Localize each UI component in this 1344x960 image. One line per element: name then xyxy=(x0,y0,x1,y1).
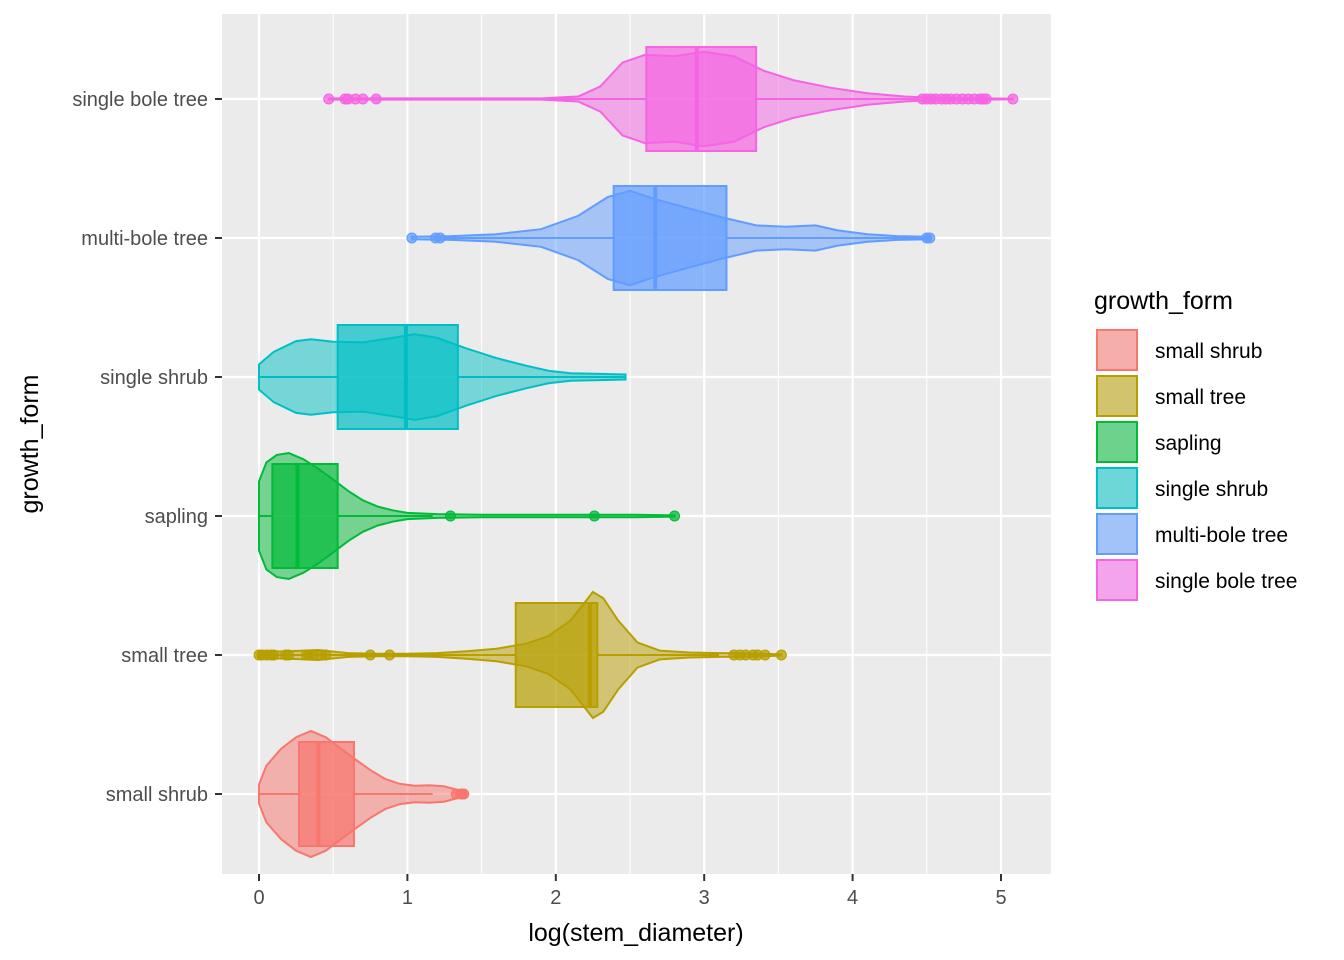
box-single-shrub xyxy=(336,324,459,430)
outlier-point-small-tree xyxy=(320,649,332,661)
outlier-point-multi-bole-tree xyxy=(924,232,936,244)
box-small-tree xyxy=(514,602,599,708)
y-tick-label: small tree xyxy=(121,645,208,667)
outlier-point-small-shrub xyxy=(458,788,470,800)
y-tick-label: multi-bole tree xyxy=(81,228,208,250)
outlier-points xyxy=(253,93,1019,800)
x-tick-label: 4 xyxy=(847,887,858,909)
outlier-point-single-bole-tree xyxy=(1007,93,1019,105)
x-axis: 0 1 2 3 4 5 xyxy=(253,874,1007,909)
outlier-point-small-tree xyxy=(283,649,295,661)
legend: growth_form small shrub small tree sapling… xyxy=(1094,287,1297,601)
legend-key xyxy=(1096,329,1138,371)
legend-label: small tree xyxy=(1155,386,1246,409)
plot-panel xyxy=(222,14,1051,874)
box-sapling xyxy=(271,463,339,569)
box-small-shrub xyxy=(298,741,355,847)
legend-label: sapling xyxy=(1155,432,1222,455)
x-tick-label: 5 xyxy=(995,887,1006,909)
outlier-point-small-tree xyxy=(364,649,376,661)
outlier-point-single-bole-tree xyxy=(323,93,335,105)
outlier-point-single-bole-tree xyxy=(357,93,369,105)
outlier-point-multi-bole-tree xyxy=(434,232,446,244)
legend-key xyxy=(1096,467,1138,509)
y-axis: small shrub small tree sapling single shrub… xyxy=(72,89,222,806)
y-tick-label: single shrub xyxy=(100,367,208,389)
boxplots xyxy=(259,46,927,847)
x-axis-title: log(stem_diameter) xyxy=(528,919,743,947)
x-tick-label: 0 xyxy=(253,887,264,909)
box-single-bole-tree xyxy=(645,46,758,152)
outlier-point-small-tree xyxy=(268,649,280,661)
legend-label: single shrub xyxy=(1155,478,1268,501)
outlier-point-sapling xyxy=(588,510,600,522)
y-tick-label: small shrub xyxy=(106,784,208,806)
y-tick-label: sapling xyxy=(145,506,208,528)
outlier-point-single-bole-tree xyxy=(370,93,382,105)
outlier-point-small-tree xyxy=(759,649,771,661)
legend-label: single bole tree xyxy=(1155,570,1297,593)
x-tick-label: 2 xyxy=(550,887,561,909)
legend-key xyxy=(1096,421,1138,463)
outlier-point-multi-bole-tree xyxy=(406,232,418,244)
box-multi-bole-tree xyxy=(612,185,728,291)
legend-key xyxy=(1096,559,1138,601)
x-tick-label: 3 xyxy=(699,887,710,909)
outlier-point-sapling xyxy=(444,510,456,522)
outlier-point-small-tree xyxy=(384,649,396,661)
legend-label: small shrub xyxy=(1155,340,1262,363)
outlier-point-sapling xyxy=(669,510,681,522)
legend-key xyxy=(1096,375,1138,417)
legend-label: multi-bole tree xyxy=(1155,524,1288,547)
y-tick-label: single bole tree xyxy=(72,89,208,111)
outlier-point-single-bole-tree xyxy=(980,93,992,105)
outlier-point-small-tree xyxy=(775,649,787,661)
legend-title: growth_form xyxy=(1094,287,1233,315)
x-tick-label: 1 xyxy=(402,887,413,909)
y-axis-title: growth_form xyxy=(16,375,44,514)
legend-key xyxy=(1096,513,1138,555)
